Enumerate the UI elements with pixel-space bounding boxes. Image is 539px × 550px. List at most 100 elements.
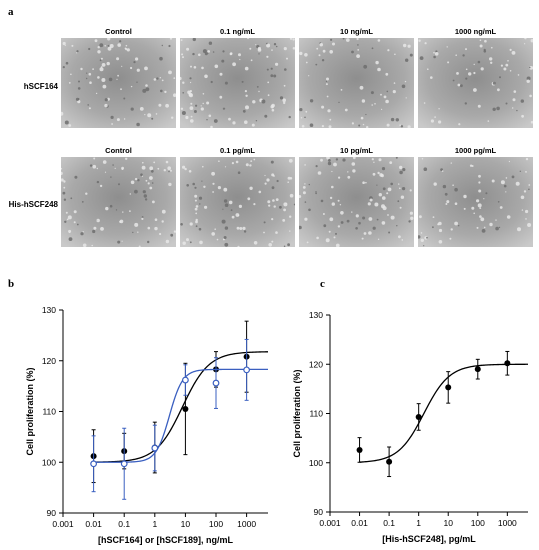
micrograph-background [418,157,533,247]
cell [97,76,100,79]
cell [329,196,333,200]
cell [142,88,147,93]
micrograph [298,155,414,248]
cell [142,161,144,164]
cell [134,189,138,194]
cell [236,226,240,230]
cell [352,169,356,173]
cell [68,124,72,127]
cell [104,171,107,173]
cell [399,165,403,170]
cell [70,197,73,200]
cell [288,115,291,119]
cell [289,37,293,40]
cell [272,199,275,202]
x-tick-label: 10 [181,519,191,529]
cell [198,53,201,57]
cell [117,240,121,244]
cell [224,226,229,230]
cell [390,215,395,220]
cell [497,201,500,203]
cell [231,215,235,219]
cell [244,90,247,93]
cell [385,99,389,104]
cell [65,61,69,65]
cell [64,120,69,125]
micrograph [59,157,177,248]
cell [165,160,169,164]
cell [489,222,493,227]
cell [347,171,349,173]
cell [385,72,389,76]
cell [434,116,436,118]
cell [335,158,339,161]
cell [407,125,411,129]
cell [88,72,92,76]
bottom-col-label: 0.1 pg/mL [219,146,255,155]
micrograph-background [418,38,533,128]
cell [500,180,505,185]
cell [398,183,400,185]
cell [190,102,193,105]
cell [194,186,197,189]
fit-curve [93,351,269,463]
y-tick-label: 110 [309,409,323,419]
cell [237,171,241,174]
cell [88,107,91,110]
cell [298,195,302,198]
cell [161,209,166,214]
cell [213,119,218,123]
cell [119,220,122,223]
cell [92,164,97,169]
cell [328,230,331,233]
cell [402,187,406,191]
cell [228,117,231,121]
cell [498,226,501,229]
cell [199,240,203,245]
cell [73,210,77,214]
cell [222,208,224,210]
cell [419,215,422,219]
cell [325,238,330,243]
cell [399,170,403,175]
cell [318,54,321,57]
cell [351,122,354,125]
cell [481,229,486,233]
cell [263,221,266,224]
top-col-label: 0.1 ng/mL [219,27,255,36]
cell [479,215,482,218]
cell [463,207,466,210]
cell [355,214,359,218]
cell [505,191,507,193]
cell [279,205,282,209]
cell [123,97,126,100]
cell [365,113,367,116]
cell [266,178,270,182]
cell [524,37,527,40]
y-tick-label: 130 [42,305,56,315]
cell [195,212,198,215]
cell [328,125,332,129]
cell [222,50,225,53]
cell [163,169,166,172]
cell [190,65,192,68]
cell [465,77,468,80]
cell [399,206,402,209]
cell [524,43,526,45]
cell [256,86,259,88]
micrograph-background [299,157,414,247]
cell [188,92,193,97]
cell [438,240,443,244]
cell [304,217,308,221]
cell [210,80,213,84]
cell [130,107,134,111]
cell [217,186,221,190]
bottom-row-label: His-hSCF248 [8,200,58,209]
cell [465,48,467,51]
cell [180,223,183,226]
cell [102,160,107,164]
cell [59,111,64,116]
cell [200,105,202,107]
cell [361,99,366,103]
